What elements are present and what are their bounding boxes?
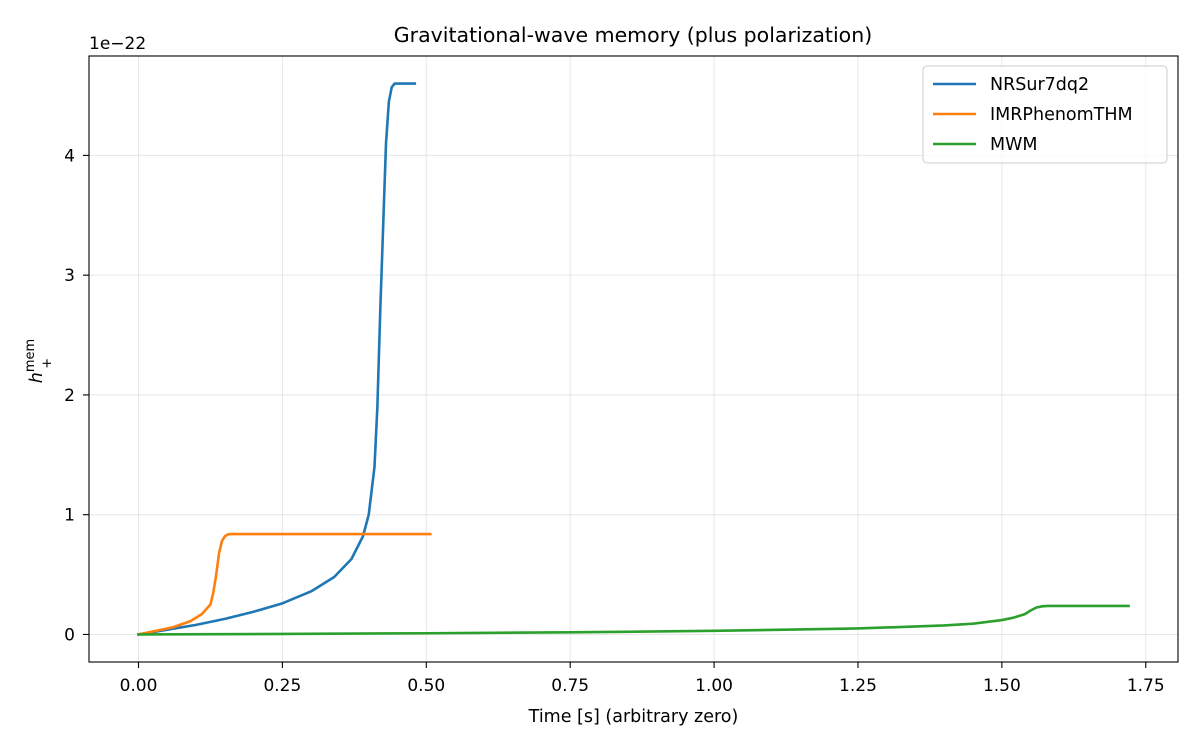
axis-ticks: 0.00 0.25 0.50 0.75 1.00 1.25 1.50 1.75 0 1 2 3 4 [64, 146, 1165, 696]
x-tick-label: 0.25 [263, 676, 301, 696]
chart-title: Gravitational-wave memory (plus polariza… [394, 23, 872, 47]
legend-label: MWM [990, 135, 1038, 155]
x-axis-title: Time [s] (arbitrary zero) [528, 707, 739, 727]
series-line-nrsur7dq2 [137, 82, 417, 636]
legend-box [922, 65, 1168, 164]
legend-label: NRSur7dq2 [990, 75, 1089, 95]
x-tick-label: 1.75 [1127, 676, 1165, 696]
y-tick-label: 0 [64, 625, 75, 645]
y-axis-offset-text: 1e−22 [89, 34, 146, 54]
y-axis-title-superscript: mem [23, 339, 38, 372]
y-tick-label: 3 [64, 266, 75, 286]
series-line-imrphenomthm [136, 532, 432, 636]
y-tick-label: 2 [64, 386, 75, 406]
plot-frame [88, 55, 1179, 663]
plot-series [136, 82, 1130, 636]
y-axis-title-symbol: h [27, 372, 47, 383]
y-axis-title-subscript: + [40, 358, 55, 369]
legend-label: IMRPhenomTHM [990, 105, 1133, 125]
legend: NRSur7dq2 IMRPhenomTHM MWM [922, 65, 1168, 164]
x-tick-label: 1.25 [839, 676, 877, 696]
x-tick-label: 0.50 [407, 676, 445, 696]
series-line-mwm [137, 604, 1130, 636]
x-tick-label: 1.50 [983, 676, 1021, 696]
x-tick-label: 0.75 [551, 676, 589, 696]
x-tick-label: 0.00 [120, 676, 158, 696]
x-tick-label: 1.00 [695, 676, 733, 696]
y-axis-title: hmem + [23, 339, 55, 383]
y-tick-label: 4 [64, 146, 75, 166]
y-tick-label: 1 [64, 506, 75, 526]
